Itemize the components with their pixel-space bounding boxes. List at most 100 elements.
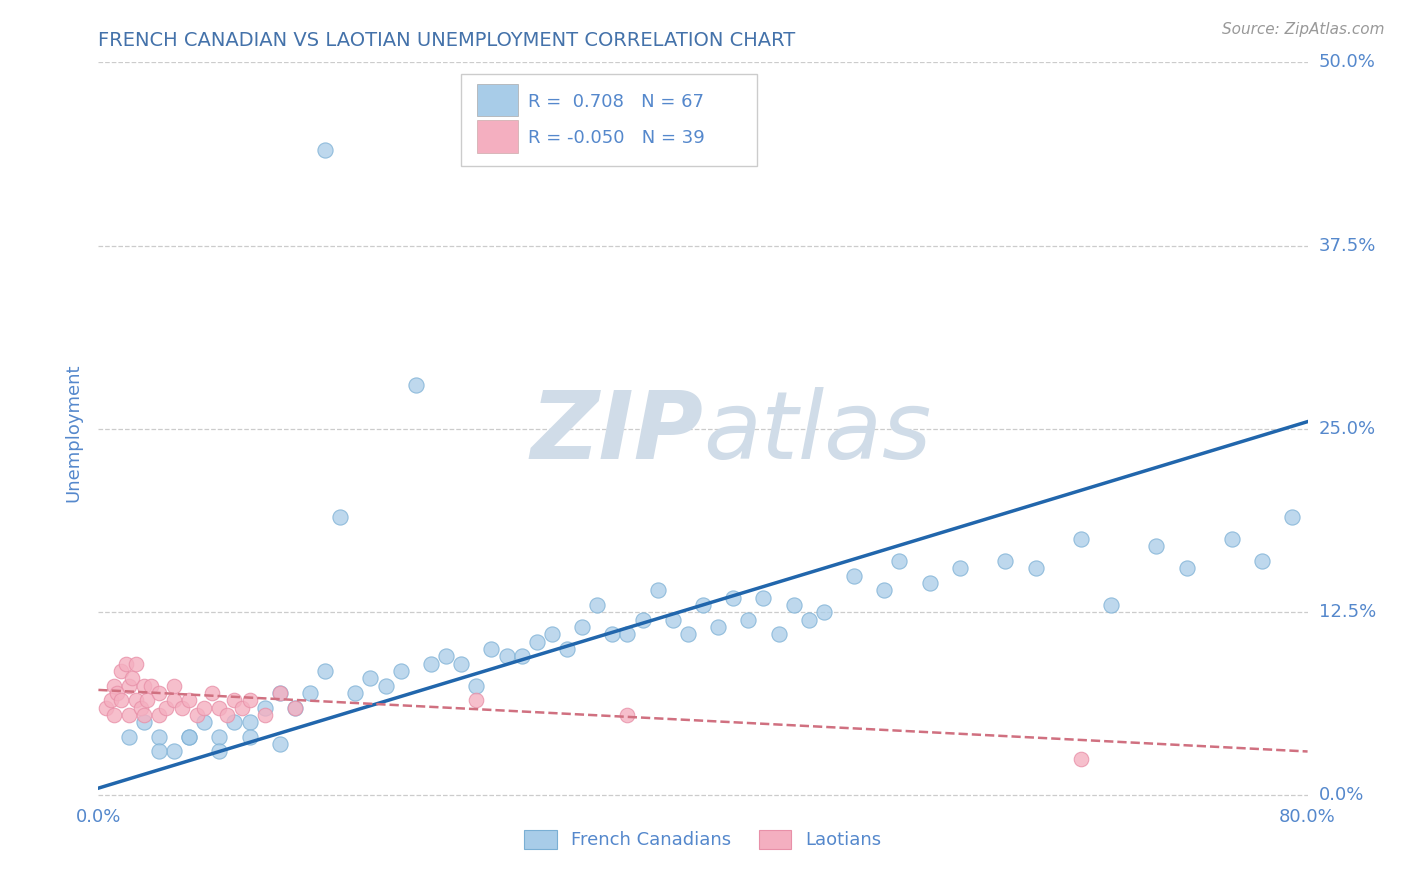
- Point: [148, 744, 170, 758]
- Point: [495, 649, 517, 664]
- Point: [555, 641, 578, 656]
- Point: [1024, 561, 1046, 575]
- Point: [707, 620, 730, 634]
- Point: [179, 693, 201, 707]
- Point: [434, 649, 457, 664]
- Point: [253, 707, 276, 722]
- Point: [132, 679, 155, 693]
- Point: [118, 730, 141, 744]
- Point: [141, 679, 163, 693]
- Point: [631, 613, 654, 627]
- Point: [155, 700, 177, 714]
- Point: [148, 686, 170, 700]
- Point: [918, 575, 941, 590]
- Point: [100, 693, 122, 707]
- Point: [170, 700, 193, 714]
- Point: [269, 737, 291, 751]
- Point: [163, 693, 186, 707]
- Point: [94, 700, 117, 714]
- Point: [752, 591, 775, 605]
- Point: [201, 686, 224, 700]
- Point: [949, 561, 972, 575]
- Point: [208, 730, 231, 744]
- Point: [193, 715, 215, 730]
- Point: [110, 664, 132, 678]
- Point: [129, 700, 152, 714]
- Point: [344, 686, 367, 700]
- Text: 25.0%: 25.0%: [1319, 420, 1376, 438]
- FancyBboxPatch shape: [461, 73, 758, 166]
- Point: [676, 627, 699, 641]
- Point: [284, 700, 307, 714]
- Point: [329, 510, 352, 524]
- Text: FRENCH CANADIAN VS LAOTIAN UNEMPLOYMENT CORRELATION CHART: FRENCH CANADIAN VS LAOTIAN UNEMPLOYMENT …: [98, 30, 796, 50]
- Point: [299, 686, 322, 700]
- Point: [797, 613, 820, 627]
- Point: [1099, 598, 1122, 612]
- FancyBboxPatch shape: [477, 84, 517, 117]
- Point: [163, 744, 186, 758]
- Point: [737, 613, 759, 627]
- Point: [1220, 532, 1243, 546]
- Point: [110, 693, 132, 707]
- Text: 0.0%: 0.0%: [1319, 787, 1364, 805]
- Point: [269, 686, 291, 700]
- Text: R =  0.708   N = 67: R = 0.708 N = 67: [527, 93, 703, 111]
- Point: [994, 554, 1017, 568]
- FancyBboxPatch shape: [477, 120, 517, 153]
- Point: [889, 554, 911, 568]
- Point: [148, 730, 170, 744]
- Point: [1251, 554, 1274, 568]
- Point: [314, 664, 336, 678]
- Point: [723, 591, 745, 605]
- Point: [103, 679, 125, 693]
- Point: [121, 671, 143, 685]
- Point: [405, 378, 427, 392]
- Point: [118, 679, 141, 693]
- Point: [661, 613, 683, 627]
- Point: [215, 707, 238, 722]
- Point: [125, 657, 148, 671]
- Point: [374, 679, 396, 693]
- Text: R = -0.050   N = 39: R = -0.050 N = 39: [527, 129, 704, 147]
- Point: [844, 568, 866, 582]
- Point: [239, 730, 262, 744]
- Point: [1070, 752, 1092, 766]
- Point: [526, 634, 548, 648]
- Point: [284, 700, 307, 714]
- Point: [420, 657, 443, 671]
- Text: ZIP: ZIP: [530, 386, 703, 479]
- Point: [571, 620, 593, 634]
- Point: [768, 627, 790, 641]
- Point: [360, 671, 382, 685]
- Point: [1175, 561, 1198, 575]
- Point: [586, 598, 609, 612]
- Point: [465, 679, 488, 693]
- Point: [179, 730, 201, 744]
- Point: [465, 693, 488, 707]
- Point: [239, 693, 262, 707]
- Point: [647, 583, 669, 598]
- Point: [105, 686, 128, 700]
- Text: Source: ZipAtlas.com: Source: ZipAtlas.com: [1222, 22, 1385, 37]
- Point: [163, 679, 186, 693]
- Text: atlas: atlas: [703, 387, 931, 478]
- Point: [616, 627, 638, 641]
- Point: [692, 598, 714, 612]
- Point: [118, 707, 141, 722]
- Y-axis label: Unemployment: Unemployment: [65, 363, 83, 502]
- Point: [540, 627, 562, 641]
- Point: [179, 730, 201, 744]
- Point: [1070, 532, 1092, 546]
- Point: [269, 686, 291, 700]
- Point: [148, 707, 170, 722]
- Text: 12.5%: 12.5%: [1319, 603, 1376, 621]
- Text: 37.5%: 37.5%: [1319, 236, 1376, 255]
- Point: [125, 693, 148, 707]
- Point: [602, 627, 624, 641]
- Point: [1144, 539, 1167, 553]
- Point: [1281, 510, 1303, 524]
- Point: [813, 605, 835, 619]
- Point: [616, 707, 638, 722]
- Point: [208, 744, 231, 758]
